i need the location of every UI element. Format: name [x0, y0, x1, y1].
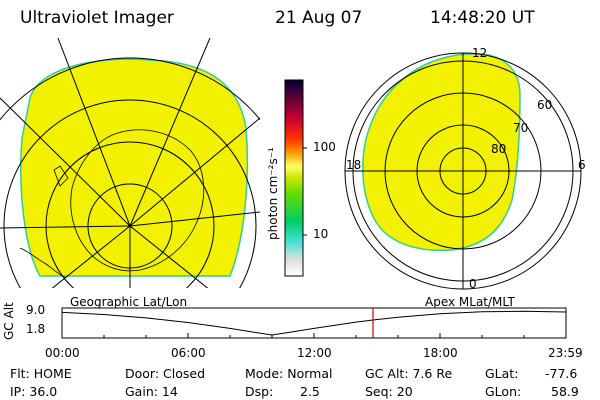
altitude-strip-chart: [61, 307, 567, 339]
colorbar-tick-100: 100: [313, 140, 336, 154]
aurora-oval-magnetic: [362, 53, 521, 252]
alt-strip-xtick-0: 00:00: [45, 346, 80, 360]
colorbar-tick-10: 10: [313, 227, 329, 241]
time-label: 14:48:20 UT: [430, 8, 535, 28]
info-dsp-label: Dsp:: [245, 384, 274, 399]
longitude-grid: [0, 38, 260, 288]
info-door: Door: Closed: [125, 366, 206, 381]
aurora-oval-geographic: [20, 58, 249, 277]
info-mode: Mode: Normal: [245, 366, 333, 381]
alt-strip-xtick-3: 18:00: [423, 346, 458, 360]
mlt-label-0: 0: [469, 277, 477, 291]
mlt-grid: [345, 53, 581, 289]
colorbar: [284, 79, 307, 277]
instrument-title: Ultraviolet Imager: [20, 8, 174, 28]
mlat-label-80: 80: [491, 142, 507, 156]
date-label: 21 Aug 07: [275, 8, 363, 28]
alt-strip-ytick-bottom: 1.8: [26, 322, 46, 336]
info-flt: Flt: HOME: [10, 366, 72, 381]
info-glon-value: 58.9: [551, 384, 579, 399]
mlt-label-18: 18: [346, 158, 362, 172]
geographic-map-panel: [0, 38, 260, 288]
mlt-label-6: 6: [578, 158, 586, 172]
magnetic-polar-panel: [344, 52, 582, 290]
altitude-series-line: [61, 310, 567, 336]
alt-strip-xtick-1: 06:00: [171, 346, 206, 360]
mlat-label-70: 70: [513, 121, 529, 135]
alt-strip-xtick-2: 12:00: [297, 346, 332, 360]
info-gc-alt: GC Alt: 7.6 Re: [365, 366, 453, 381]
mlt-label-12: 12: [472, 46, 488, 60]
info-glat-label: GLat:: [485, 366, 519, 381]
alt-strip-ytick-top: 9.0: [26, 303, 46, 317]
alt-strip-ylabel: GC Alt: [2, 302, 16, 340]
alt-strip-xtick-4: 23:59: [548, 346, 583, 360]
info-glat-value: -77.6: [545, 366, 578, 381]
colorbar-unit-label: photon cm⁻²s⁻¹: [266, 147, 280, 240]
info-ip: IP: 36.0: [10, 384, 58, 399]
info-dsp-value: 2.5: [300, 384, 320, 399]
info-seq: Seq: 20: [365, 384, 413, 399]
left-panel-label: Geographic Lat/Lon: [70, 295, 188, 309]
right-panel-label: Apex MLat/MLT: [425, 295, 515, 309]
info-glon-label: GLon:: [485, 384, 522, 399]
mlat-label-60: 60: [537, 98, 553, 112]
info-gain: Gain: 14: [125, 384, 178, 399]
continent-outline: [70, 129, 205, 272]
